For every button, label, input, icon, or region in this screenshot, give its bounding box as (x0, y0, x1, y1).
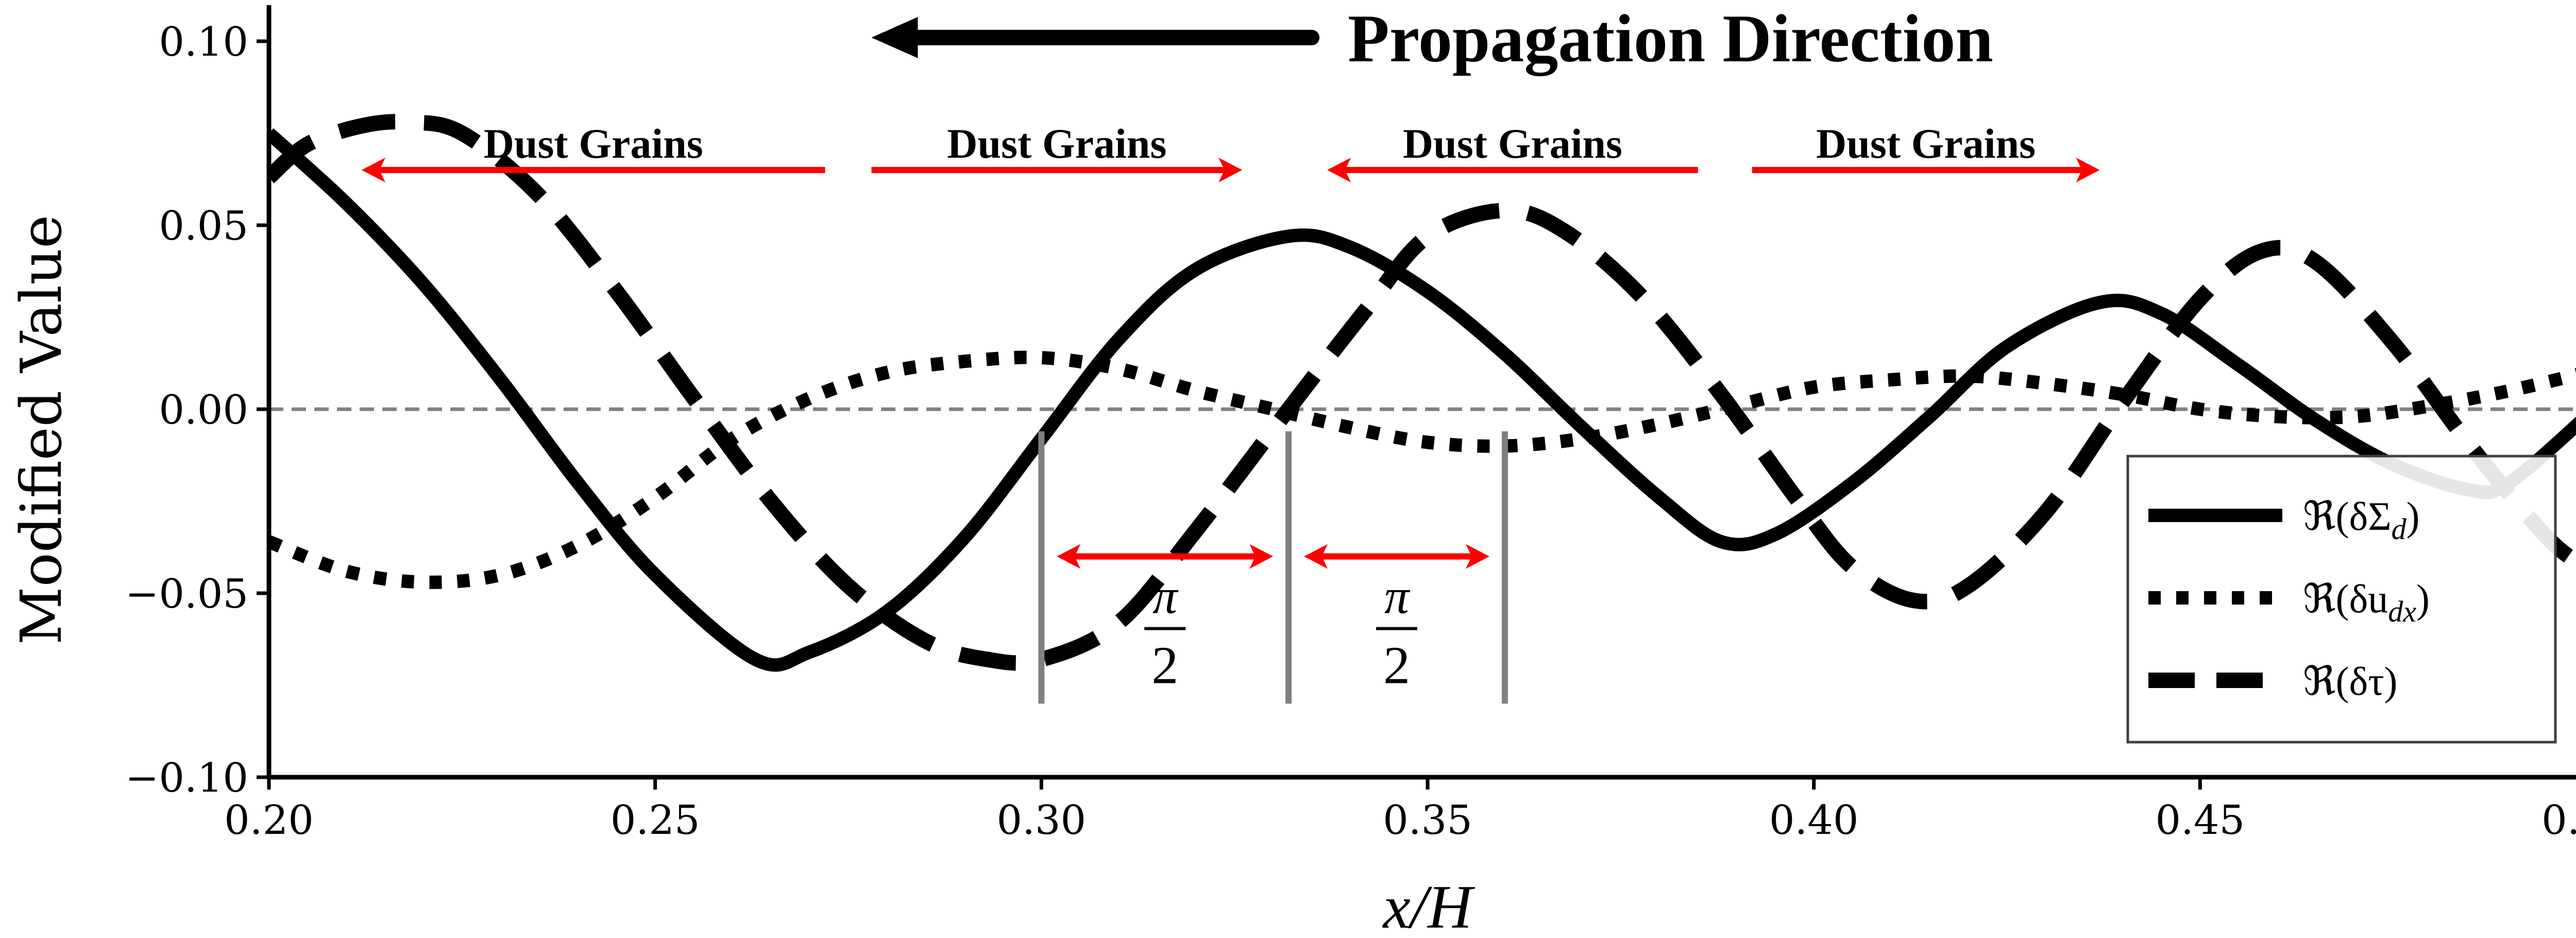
dust-grains-arrow-3 (1327, 157, 1698, 182)
dust-grains-arrow-2 (871, 157, 1243, 182)
dust-grains-label-1: Dust Grains (484, 120, 703, 167)
y-tick-label-3: 0.00 (159, 387, 248, 433)
y-axis-title: Modified Value (8, 215, 74, 645)
phase-numerator-2: π (1384, 569, 1411, 624)
legend-entry-delta-sigma-d-label: ℜ(δΣd) (2303, 494, 2420, 546)
dust-grains-label-2: Dust Grains (947, 120, 1166, 167)
phase-arrow-2 (1304, 544, 1489, 569)
legend-entry-delta-tau: ℜ(δτ) (2148, 659, 2398, 703)
dust-grains-label-3: Dust Grains (1403, 120, 1622, 167)
dust-grains-arrow-1 (361, 157, 825, 182)
x-tick-label-3: 0.30 (996, 797, 1086, 844)
x-tick-label-7: 0.50 (2541, 797, 2576, 844)
y-tick-label-4: 0.05 (159, 203, 248, 249)
phase-arrow-1 (1057, 544, 1274, 569)
y-tick-label-2: −0.05 (125, 571, 248, 617)
legend-entry-delta-sigma-d: ℜ(δΣd) (2148, 494, 2420, 546)
x-tick-label-2: 0.25 (611, 797, 700, 844)
phase-denominator-1: 2 (1151, 636, 1178, 695)
y-tick-label-1: −0.10 (125, 755, 248, 801)
y-tick-label-5: 0.10 (159, 19, 248, 65)
x-axis-title: x/H (1382, 873, 1476, 938)
phase-denominator-2: 2 (1383, 636, 1410, 695)
x-tick-label-5: 0.40 (1769, 797, 1859, 844)
series-delta-u-dx-line (269, 350, 2576, 589)
phase-numerator-1: π (1153, 569, 1179, 624)
legend-entry-delta-u-dx: ℜ(δudx) (2148, 576, 2430, 628)
series-delta-sigma-d-line (269, 128, 2576, 672)
legend-box (2126, 455, 2557, 744)
legend-entry-delta-tau-label: ℜ(δτ) (2303, 659, 2398, 703)
dust-grains-arrow-4 (1752, 157, 2100, 182)
dust-grains-label-4: Dust Grains (1816, 120, 2036, 167)
legend-entry-delta-u-dx-label: ℜ(δudx) (2303, 576, 2430, 628)
propagation-direction-arrow (871, 16, 1320, 58)
propagation-direction-label: Propagation Direction (1348, 1, 1993, 76)
x-tick-label-4: 0.35 (1383, 797, 1472, 844)
series-delta-tau-line (269, 114, 2576, 671)
x-tick-label-1: 0.20 (224, 797, 314, 844)
x-tick-label-6: 0.45 (2155, 797, 2245, 844)
